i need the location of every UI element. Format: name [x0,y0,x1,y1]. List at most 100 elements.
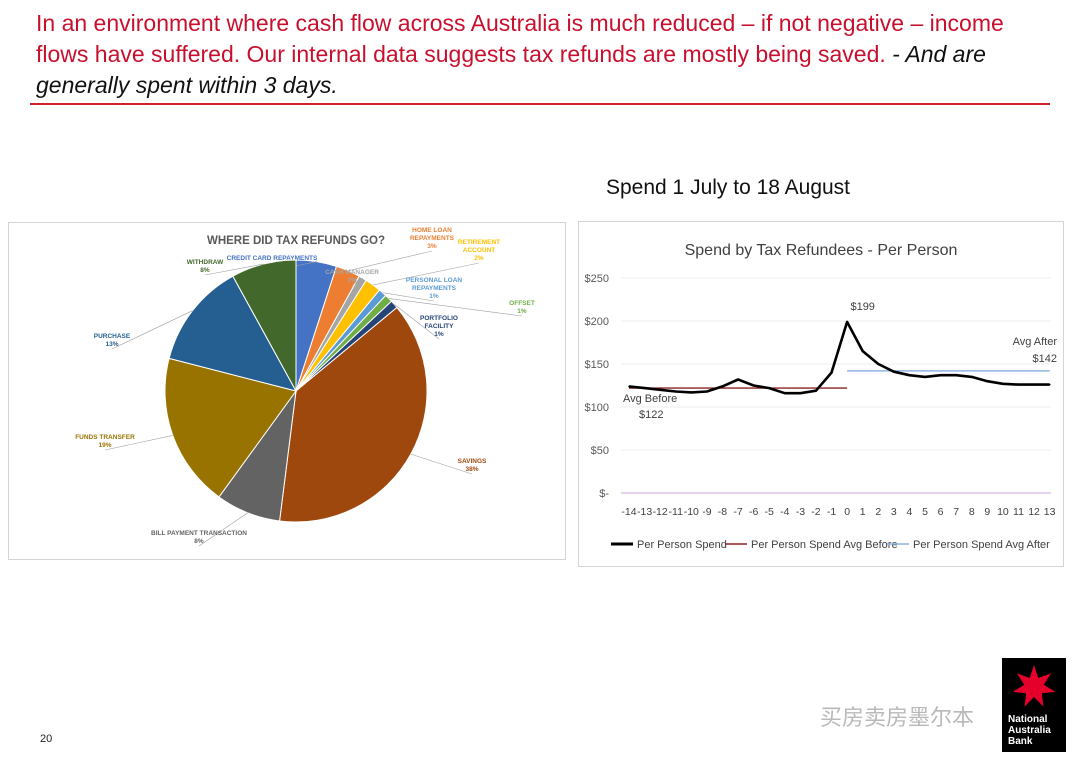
pie-chart-panel: WHERE DID TAX REFUNDS GO? CREDIT CARD REP… [8,222,566,560]
x-tick-label: 11 [1013,506,1024,518]
x-tick-label: 9 [984,506,990,518]
x-tick-label: -12 [653,506,668,518]
title-rule [30,103,1050,105]
pie-slice [279,306,428,523]
x-tick-label: 4 [907,506,913,518]
pie-slice [164,357,297,498]
pie-slice-label: PORTFOLIO [420,315,458,322]
pie-slice-value: 1% [517,308,527,315]
pie-slice [232,259,297,392]
data-point [768,387,770,389]
line-chart: Spend by Tax Refundees - Per Person $- $50… [585,242,1058,551]
page-number: 20 [40,733,53,745]
logo-line: Bank [1008,736,1033,747]
line-chart-title: Spend by Tax Refundees - Per Person [685,242,958,259]
pie-slice-label: PERSONAL LOAN [406,277,463,284]
data-point [955,374,957,376]
x-tick-label: 6 [938,506,944,518]
pie-slice-value: 1% [347,277,357,284]
y-tick-label: $50 [591,445,609,457]
data-point [721,385,724,388]
data-point [939,374,942,376]
pie-slice-value: 38% [465,466,478,473]
pie-slice-label: REPAYMENTS [412,285,457,292]
data-point [971,376,973,378]
pie-slice-label: RETIREMENT [458,239,500,246]
x-tick-label: -3 [796,506,805,518]
pie-leader-line [347,250,433,272]
data-point [815,389,817,392]
pie-slice-value: 8% [200,267,210,274]
logo-line: National [1008,714,1048,725]
annotation-avg-before-value: $122 [639,409,663,421]
star-icon [1012,665,1056,707]
pie-leader-line [198,512,248,547]
x-tick-label: 3 [891,506,897,518]
pie-slice-label: OFFSET [509,300,535,307]
y-tick-label: $250 [585,273,609,285]
pie-slice-value: 13% [105,341,118,348]
x-tick-label: 5 [922,506,928,518]
data-point [830,371,833,374]
data-point [752,384,755,387]
x-tick-label: -14 [621,506,636,518]
data-point [737,378,739,381]
y-tick-label: $100 [585,402,609,414]
y-tick-label: $200 [585,316,609,328]
pie-slice-label: ACCOUNT [463,247,496,254]
x-tick-label: -9 [702,506,711,518]
data-point [893,370,895,373]
y-tick-label: $- [599,488,609,500]
pie-slice-label: FUNDS TRANSFER [75,434,135,441]
data-point [643,387,646,389]
pie-leader-line [394,304,440,340]
pie-slice-label: FACILITY [425,323,455,330]
chart-caption: Spend 1 July to 18 August [606,176,851,199]
logo-line: Australia [1008,725,1051,736]
x-tick-label: 13 [1044,506,1056,518]
x-tick-label: 7 [953,506,959,518]
data-point [1033,383,1035,386]
pie-leader-line [111,310,193,350]
pie-slice-value: 19% [98,442,111,449]
x-tick-label: 8 [969,506,975,518]
pie-slice-value: 1% [434,331,444,338]
data-point [1017,383,1020,386]
data-point [1002,383,1004,385]
x-tick-label: -7 [733,506,742,518]
x-tick-label: -5 [765,506,774,518]
pie-leader-line [351,277,363,286]
annotation-avg-after-value: $142 [1033,353,1057,365]
pie-leader-line [104,435,173,451]
x-tick-label: 2 [875,506,881,518]
x-tick-label: -2 [811,506,820,518]
x-tick-label: -11 [669,506,684,518]
headline-sub: - And are generally spent within 3 days. [36,41,986,98]
headline: In an environment where cash flow across… [36,8,1046,101]
pie-slice-value: 3% [427,243,437,250]
pie-slice-label: REPAYMENTS [410,235,455,242]
pie-slice-label: BILL PAYMENT TRANSACTION [151,530,247,537]
data-point [706,390,708,393]
annotation-peak: $199 [850,301,874,313]
x-tick-label: -10 [684,506,699,518]
pie-title: WHERE DID TAX REFUNDS GO? [207,235,385,247]
pie-leader-line [372,262,480,286]
pie-chart: WHERE DID TAX REFUNDS GO? CREDIT CARD REP… [75,227,535,547]
pie-slice-label: CREDIT CARD REPAYMENTS [227,255,318,262]
x-tick-label: -1 [827,506,836,518]
data-point [846,321,848,323]
line-chart-panel: Spend by Tax Refundees - Per Person $- $50… [578,221,1064,567]
x-tick-label: -13 [637,506,652,518]
pie-slice-label: WITHDRAW [187,259,224,266]
pie-leader-line [382,292,435,302]
pie-slice-label: PURCHASE [94,333,131,340]
data-point [1048,383,1051,386]
x-tick-label: 10 [997,506,1009,518]
data-point [924,376,926,378]
legend-label: Per Person Spend Avg After [913,539,1050,551]
per-person-spend-line [628,320,1050,395]
data-point [877,363,880,365]
legend-label: Per Person Spend Avg Before [751,539,898,551]
data-point [674,390,677,393]
